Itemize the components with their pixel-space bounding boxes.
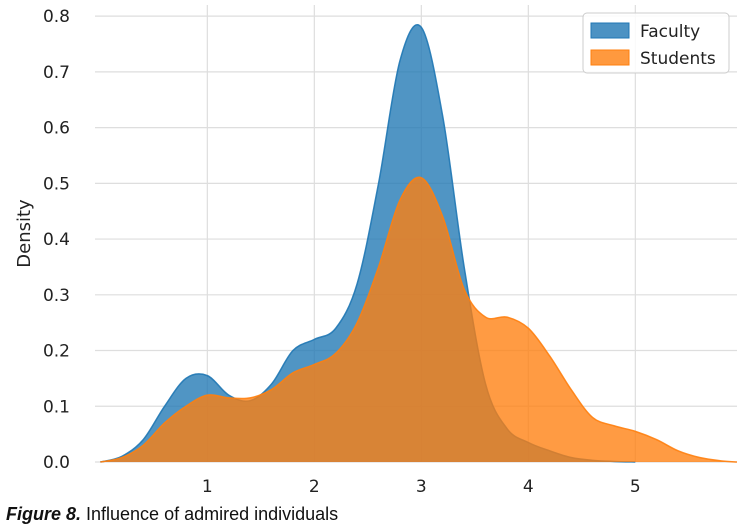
x-tick-label: 4 xyxy=(523,477,534,497)
y-tick-label: 0.2 xyxy=(43,342,70,362)
y-tick-label: 0.7 xyxy=(43,63,70,83)
y-tick-label: 0.3 xyxy=(43,286,70,306)
figure-label: Figure 8. xyxy=(6,504,82,524)
faculty-legend-swatch[interactable] xyxy=(590,22,630,39)
students-legend-swatch[interactable] xyxy=(590,49,630,66)
y-tick-label: 0.8 xyxy=(43,7,70,27)
students-density-area xyxy=(100,177,738,462)
figure-caption: Figure 8. Influence of admired individua… xyxy=(6,504,338,525)
students-density-line xyxy=(100,176,738,463)
students-legend-label[interactable]: Students xyxy=(640,49,716,69)
x-tick-label: 3 xyxy=(416,477,427,497)
y-tick-label: 0.0 xyxy=(43,453,70,473)
y-tick-label: 0.1 xyxy=(43,397,70,417)
y-axis-label: Density xyxy=(14,199,35,268)
density-areas xyxy=(100,24,738,463)
y-tick-label: 0.6 xyxy=(43,119,70,139)
faculty-legend-label[interactable]: Faculty xyxy=(640,22,700,42)
x-tick-label: 5 xyxy=(630,477,641,497)
y-tick-label: 0.5 xyxy=(43,174,70,194)
faculty-density-area xyxy=(100,24,636,462)
x-tick-label: 2 xyxy=(309,477,320,497)
y-tick-label: 0.4 xyxy=(43,230,70,250)
legend[interactable]: Faculty Students xyxy=(582,12,730,74)
axes: 1 2 3 4 5 0.0 0.1 0.2 0.3 0.4 0.5 0.6 0.7 0.8 Density xyxy=(14,7,641,497)
density-chart: 1 2 3 4 50.00.10.20.30.40.50.60.70.8Density … xyxy=(14,5,738,497)
x-tick-label: 1 xyxy=(202,477,213,497)
figure-caption-text: Influence of admired individuals xyxy=(81,504,339,524)
